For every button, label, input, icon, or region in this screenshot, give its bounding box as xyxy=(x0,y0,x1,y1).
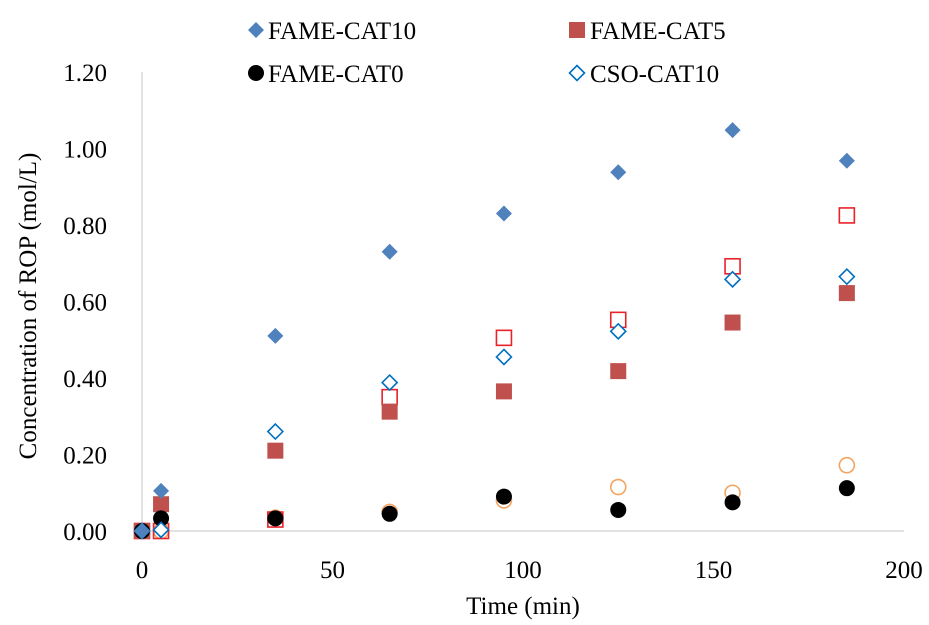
data-point xyxy=(495,348,513,366)
legend-label: FAME-CAT5 xyxy=(590,18,726,45)
data-point xyxy=(381,373,399,392)
x-tick-label: 200 xyxy=(885,557,923,584)
data-point xyxy=(838,456,856,474)
data-point xyxy=(723,270,742,288)
series-0-markers xyxy=(134,122,855,539)
legend-label: CSO-CAT10 xyxy=(590,61,719,88)
data-point xyxy=(266,422,284,441)
data-point xyxy=(838,268,856,286)
legend-item: FAME-CAT10 xyxy=(248,18,416,45)
x-tick-label: 150 xyxy=(695,557,733,584)
data-point xyxy=(609,322,627,340)
series-1-markers xyxy=(134,285,855,539)
data-markers xyxy=(133,122,856,540)
data-point xyxy=(838,207,856,224)
legend-marker xyxy=(248,22,264,38)
x-tick-label: 100 xyxy=(504,557,542,584)
data-point xyxy=(267,510,284,527)
series-2-markers xyxy=(134,480,855,539)
data-point xyxy=(838,480,855,497)
legend: FAME-CAT10 FAME-CAT5 FAME-CAT0 CSO-CAT10 xyxy=(248,18,726,88)
data-point xyxy=(610,501,627,518)
data-point xyxy=(495,488,512,505)
series-5-markers xyxy=(133,456,856,540)
data-point xyxy=(495,329,513,347)
x-axis-title: Time (min) xyxy=(466,593,580,620)
data-point xyxy=(838,152,855,169)
y-tick-label: 1.00 xyxy=(63,137,107,164)
y-tick-labels: 0.00 0.20 0.40 0.60 0.80 1.00 1.20 xyxy=(63,60,107,546)
data-point xyxy=(381,243,398,260)
data-point xyxy=(153,496,170,513)
legend-label: FAME-CAT10 xyxy=(268,18,416,45)
legend-marker xyxy=(248,65,264,81)
y-tick-label: 0.80 xyxy=(63,213,107,240)
data-point xyxy=(134,523,150,539)
data-point xyxy=(153,482,170,499)
data-point xyxy=(381,505,398,522)
data-point xyxy=(724,314,741,331)
x-tick-label: 0 xyxy=(136,557,149,584)
data-point xyxy=(610,164,627,181)
data-point xyxy=(724,494,741,511)
data-point xyxy=(152,521,170,539)
data-point xyxy=(838,285,855,302)
data-point xyxy=(153,510,170,527)
axes xyxy=(141,72,904,532)
series-4-markers xyxy=(133,207,856,540)
data-point xyxy=(267,442,284,459)
x-tick-labels: 0 50 100 150 200 xyxy=(136,557,923,584)
data-point xyxy=(495,383,512,400)
data-point xyxy=(267,327,284,344)
legend-marker xyxy=(569,22,585,38)
y-tick-label: 0.60 xyxy=(63,290,107,317)
legend-item: FAME-CAT5 xyxy=(569,18,726,45)
x-tick-label: 50 xyxy=(320,557,345,584)
y-tick-label: 0.40 xyxy=(63,366,107,393)
data-point xyxy=(610,363,627,380)
data-point xyxy=(381,388,398,406)
y-tick-label: 1.20 xyxy=(63,60,107,87)
data-point xyxy=(381,403,398,420)
y-tick-label: 0.00 xyxy=(63,519,107,546)
legend-item: CSO-CAT10 xyxy=(568,61,719,88)
series-3-markers xyxy=(133,268,856,540)
legend-label: FAME-CAT0 xyxy=(268,61,404,88)
legend-marker xyxy=(568,64,586,82)
data-point xyxy=(609,478,627,496)
y-axis-title: Concentration of ROP (mol/L) xyxy=(15,153,42,460)
legend-item: FAME-CAT0 xyxy=(248,61,404,88)
data-point xyxy=(495,205,512,222)
data-point xyxy=(724,122,741,139)
y-tick-label: 0.20 xyxy=(63,443,107,470)
